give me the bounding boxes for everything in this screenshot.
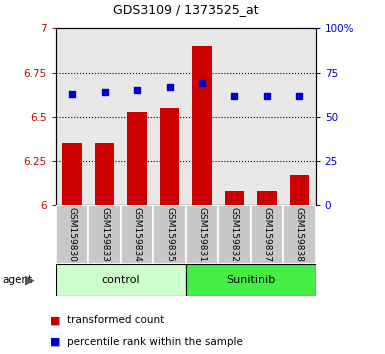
Bar [56, 205, 88, 264]
Bar [121, 205, 153, 264]
Text: GSM159834: GSM159834 [132, 207, 142, 262]
Text: GDS3109 / 1373525_at: GDS3109 / 1373525_at [113, 3, 259, 16]
Text: Sunitinib: Sunitinib [226, 275, 275, 285]
Text: GSM159831: GSM159831 [198, 207, 206, 262]
Bar [95, 143, 114, 205]
Point [264, 93, 270, 98]
Text: GSM159837: GSM159837 [263, 207, 271, 262]
Bar [62, 143, 82, 205]
Bar [290, 175, 309, 205]
Bar [192, 46, 212, 205]
Bar [251, 205, 283, 264]
Bar [186, 205, 218, 264]
Bar [257, 191, 277, 205]
Text: control: control [102, 275, 140, 285]
Text: ■: ■ [50, 337, 60, 347]
Bar [88, 205, 121, 264]
Bar [127, 112, 147, 205]
Text: percentile rank within the sample: percentile rank within the sample [67, 337, 243, 347]
Bar [225, 191, 244, 205]
Point [134, 87, 140, 93]
Text: GSM159835: GSM159835 [165, 207, 174, 262]
Point [296, 93, 303, 98]
Text: GSM159833: GSM159833 [100, 207, 109, 262]
Point [199, 80, 205, 86]
Bar [56, 264, 186, 296]
Text: transformed count: transformed count [67, 315, 165, 325]
Point [166, 84, 172, 90]
Point [102, 89, 108, 95]
Point [69, 91, 75, 97]
Text: GSM159832: GSM159832 [230, 207, 239, 262]
Bar [186, 264, 316, 296]
Text: GSM159830: GSM159830 [67, 207, 77, 262]
Bar [283, 205, 316, 264]
Text: GSM159838: GSM159838 [295, 207, 304, 262]
Point [231, 93, 238, 98]
Text: agent: agent [2, 275, 32, 285]
Text: ■: ■ [50, 315, 60, 325]
Bar [218, 205, 251, 264]
Text: ▶: ▶ [25, 273, 35, 286]
Bar [160, 108, 179, 205]
Bar [153, 205, 186, 264]
